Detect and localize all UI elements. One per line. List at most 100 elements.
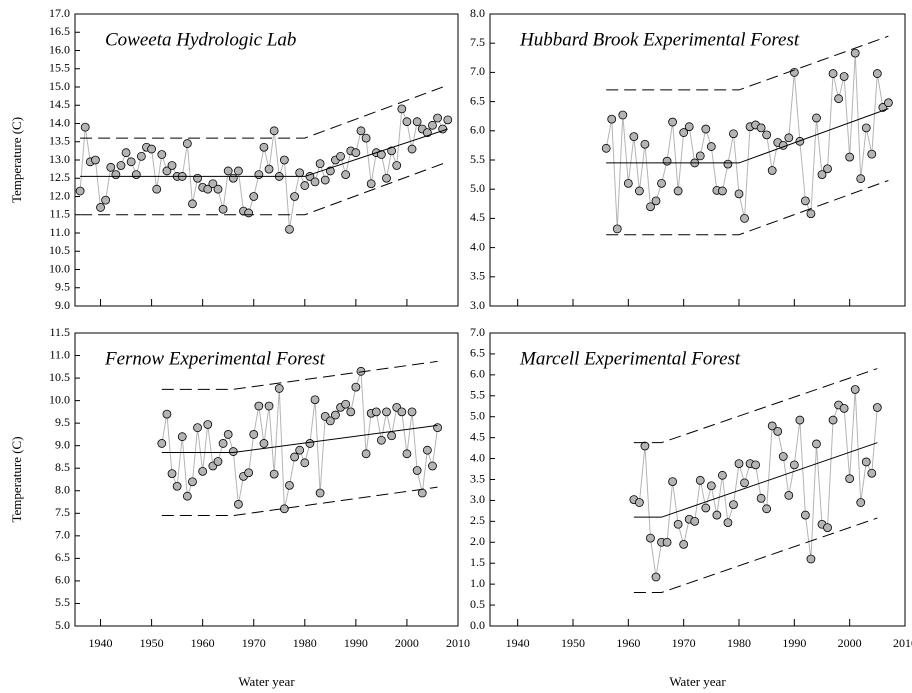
y-tick-label: 0.0 [470, 618, 485, 632]
data-point [417, 488, 427, 498]
data-point [433, 113, 442, 123]
data-point [601, 143, 611, 153]
data-point [279, 155, 289, 165]
data-point [823, 164, 832, 174]
data-point [218, 204, 228, 214]
x-axis-label: Water year [238, 674, 295, 689]
bound-line [606, 179, 889, 236]
y-tick-label: 3.0 [470, 298, 485, 312]
data-point [751, 460, 760, 470]
data-point [712, 510, 722, 520]
data-point [341, 170, 351, 180]
x-tick-label: 1940 [89, 636, 113, 650]
data-point [264, 164, 274, 174]
data-point [740, 213, 749, 223]
bound-line [606, 35, 889, 91]
data-point [834, 94, 843, 104]
x-tick-label: 2010 [893, 636, 912, 650]
data-point [867, 149, 877, 159]
data-point [172, 481, 182, 491]
data-point [812, 113, 821, 123]
data-point [718, 186, 727, 196]
data-point [182, 491, 192, 501]
x-tick-label: 2010 [446, 636, 470, 650]
data-point [152, 184, 162, 194]
data-point [382, 173, 391, 183]
y-tick-label: 12.5 [49, 170, 70, 184]
data-point [723, 159, 733, 169]
y-tick-label: 8.0 [55, 483, 70, 497]
data-point [121, 148, 131, 158]
y-tick-label: 6.0 [55, 573, 70, 587]
data-point [315, 488, 325, 498]
y-tick-label: 6.0 [470, 123, 485, 137]
data-point [673, 519, 683, 529]
data-point [234, 166, 243, 176]
y-tick-label: 4.5 [470, 210, 485, 224]
data-point [684, 122, 694, 132]
data-point [382, 407, 391, 417]
data-point [412, 466, 422, 475]
data-point [706, 481, 716, 491]
data-point [701, 503, 711, 513]
y-tick-label: 5.0 [470, 408, 485, 422]
data-point [259, 142, 269, 152]
data-point [407, 144, 417, 154]
data-point [801, 196, 810, 206]
x-axis-label: Water year [669, 674, 726, 689]
data-point [157, 439, 167, 448]
y-tick-label: 10.5 [49, 243, 70, 257]
data-point [861, 457, 871, 467]
y-tick-label: 1.5 [470, 555, 485, 569]
data-point [188, 477, 197, 487]
data-point [279, 504, 289, 514]
x-tick-label: 1990 [782, 636, 806, 650]
data-point [162, 409, 172, 419]
y-tick-label: 14.0 [49, 115, 70, 129]
data-point [101, 195, 111, 205]
data-point [331, 410, 340, 420]
bound-line [80, 161, 448, 216]
data-point [612, 224, 622, 234]
data-point [361, 133, 371, 143]
y-tick-label: 8.0 [470, 6, 485, 20]
y-tick-label: 1.0 [470, 576, 485, 590]
data-point [305, 439, 315, 448]
y-tick-label: 6.0 [470, 367, 485, 381]
data-point [784, 133, 794, 143]
data-point [850, 385, 860, 394]
data-point [856, 174, 866, 184]
data-point [778, 452, 788, 461]
y-tick-label: 9.0 [55, 298, 70, 312]
data-point [762, 130, 772, 140]
data-point [228, 173, 238, 183]
x-tick-label: 1970 [242, 636, 266, 650]
y-tick-label: 14.5 [49, 97, 70, 111]
bound-line [80, 84, 448, 139]
data-point [845, 152, 855, 162]
data-point [203, 184, 213, 194]
data-point [812, 439, 821, 449]
data-point [96, 203, 105, 212]
x-tick-label: 1950 [561, 636, 585, 650]
data-point [285, 224, 294, 234]
data-point [801, 510, 810, 520]
data-point [106, 162, 116, 172]
y-tick-label: 10.0 [49, 392, 70, 406]
data-point [767, 166, 777, 175]
data-point [249, 192, 259, 201]
y-tick-label: 2.0 [470, 534, 485, 548]
data-point [640, 441, 650, 451]
data-point [402, 449, 412, 459]
data-point [157, 150, 167, 159]
y-tick-label: 0.5 [470, 597, 485, 611]
data-point [618, 110, 628, 120]
data-point [839, 403, 849, 413]
data-point [193, 423, 202, 433]
y-tick-label: 13.0 [49, 152, 70, 166]
data-point [75, 186, 85, 196]
data-point [884, 98, 893, 108]
data-point [376, 435, 386, 445]
data-point [762, 504, 772, 514]
